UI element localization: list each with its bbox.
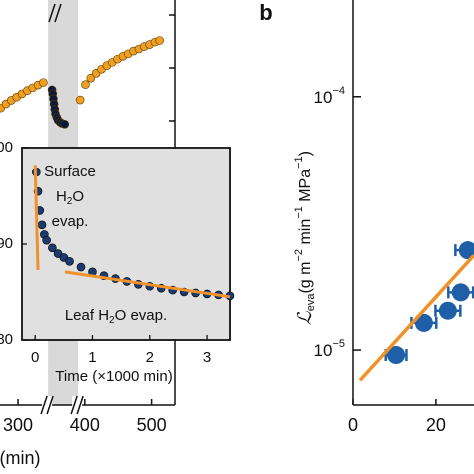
annotation-part: O evap. <box>115 307 168 324</box>
y-tick-label: 80 <box>0 331 13 348</box>
marker <box>65 256 74 266</box>
annotation: Surface <box>44 163 96 180</box>
annotation-part: O <box>72 188 84 205</box>
x-tick-label: 0 <box>31 349 39 366</box>
marker <box>451 283 470 302</box>
marker <box>60 120 70 129</box>
marker <box>37 220 47 230</box>
y-axis-label-part: ℒ <box>294 310 316 325</box>
marker <box>387 346 406 365</box>
marker <box>48 243 57 253</box>
y-tick-base: 10 <box>314 342 333 361</box>
y-tick-label: 10−4 <box>314 85 345 108</box>
x-tick-label: 1 <box>88 349 96 366</box>
break-gap <box>72 396 83 414</box>
y-tick-exponent: −5 <box>332 338 345 350</box>
y-axis-label-part: −1 <box>293 206 305 219</box>
x-tick-label: 3 <box>203 349 211 366</box>
panel-label: b <box>259 0 272 25</box>
fit-line <box>358 253 474 382</box>
break-mark <box>70 395 84 415</box>
annotation-part: H <box>56 188 67 205</box>
break-gap <box>42 396 53 414</box>
marker <box>155 36 164 45</box>
annotation: Leaf H2O evap. <box>65 307 167 326</box>
y-axis-label-part: −1 <box>293 156 305 169</box>
x-tick-label: 20 <box>426 415 446 435</box>
y-axis-label-part: MPa <box>297 169 314 206</box>
marker <box>86 73 96 83</box>
y-tick-label: 100 <box>0 139 13 156</box>
y-axis-label-part: ) <box>297 151 314 156</box>
y-axis-label-part: −2 <box>293 249 305 262</box>
y-tick-exponent: −4 <box>332 85 345 97</box>
marker <box>76 262 86 272</box>
marker <box>75 95 85 105</box>
inset-frame <box>21 147 231 341</box>
y-tick-base: 10 <box>314 88 333 107</box>
x-tick-label: 300 <box>3 415 33 435</box>
x-axis-label: Time (×1000 min) <box>55 368 172 385</box>
y-tick-label: 90 <box>0 235 13 252</box>
annotation-part: 2 <box>67 196 73 207</box>
fit-line <box>33 165 40 270</box>
marker <box>81 80 90 89</box>
break-gap <box>50 4 60 22</box>
x-tick-label: 400 <box>70 415 100 435</box>
marker <box>39 78 48 87</box>
y-tick-label: 10−5 <box>314 338 345 361</box>
y-axis-label-part: min <box>297 219 314 249</box>
marker <box>414 313 433 332</box>
x-tick-label: 0 <box>348 415 358 435</box>
fit-line <box>64 270 231 299</box>
annotation-part: 2 <box>109 315 115 326</box>
marker <box>438 301 457 320</box>
marker <box>458 241 474 260</box>
annotation-part: Leaf H <box>65 307 109 324</box>
annotation: H2O <box>56 188 84 207</box>
y-axis-label: ℒeva(g m−2 min−1 MPa−1) <box>293 151 317 325</box>
annotation: evap. <box>52 213 89 230</box>
x-tick-label: 2 <box>146 349 154 366</box>
break-mark <box>40 395 54 415</box>
y-axis-label-part: eva <box>305 293 317 312</box>
marker <box>42 235 51 245</box>
break-mark <box>48 3 62 23</box>
x-axis-label: (min) <box>0 448 41 468</box>
y-axis-label-part: (g m <box>297 262 314 294</box>
x-tick-label: 500 <box>137 415 167 435</box>
